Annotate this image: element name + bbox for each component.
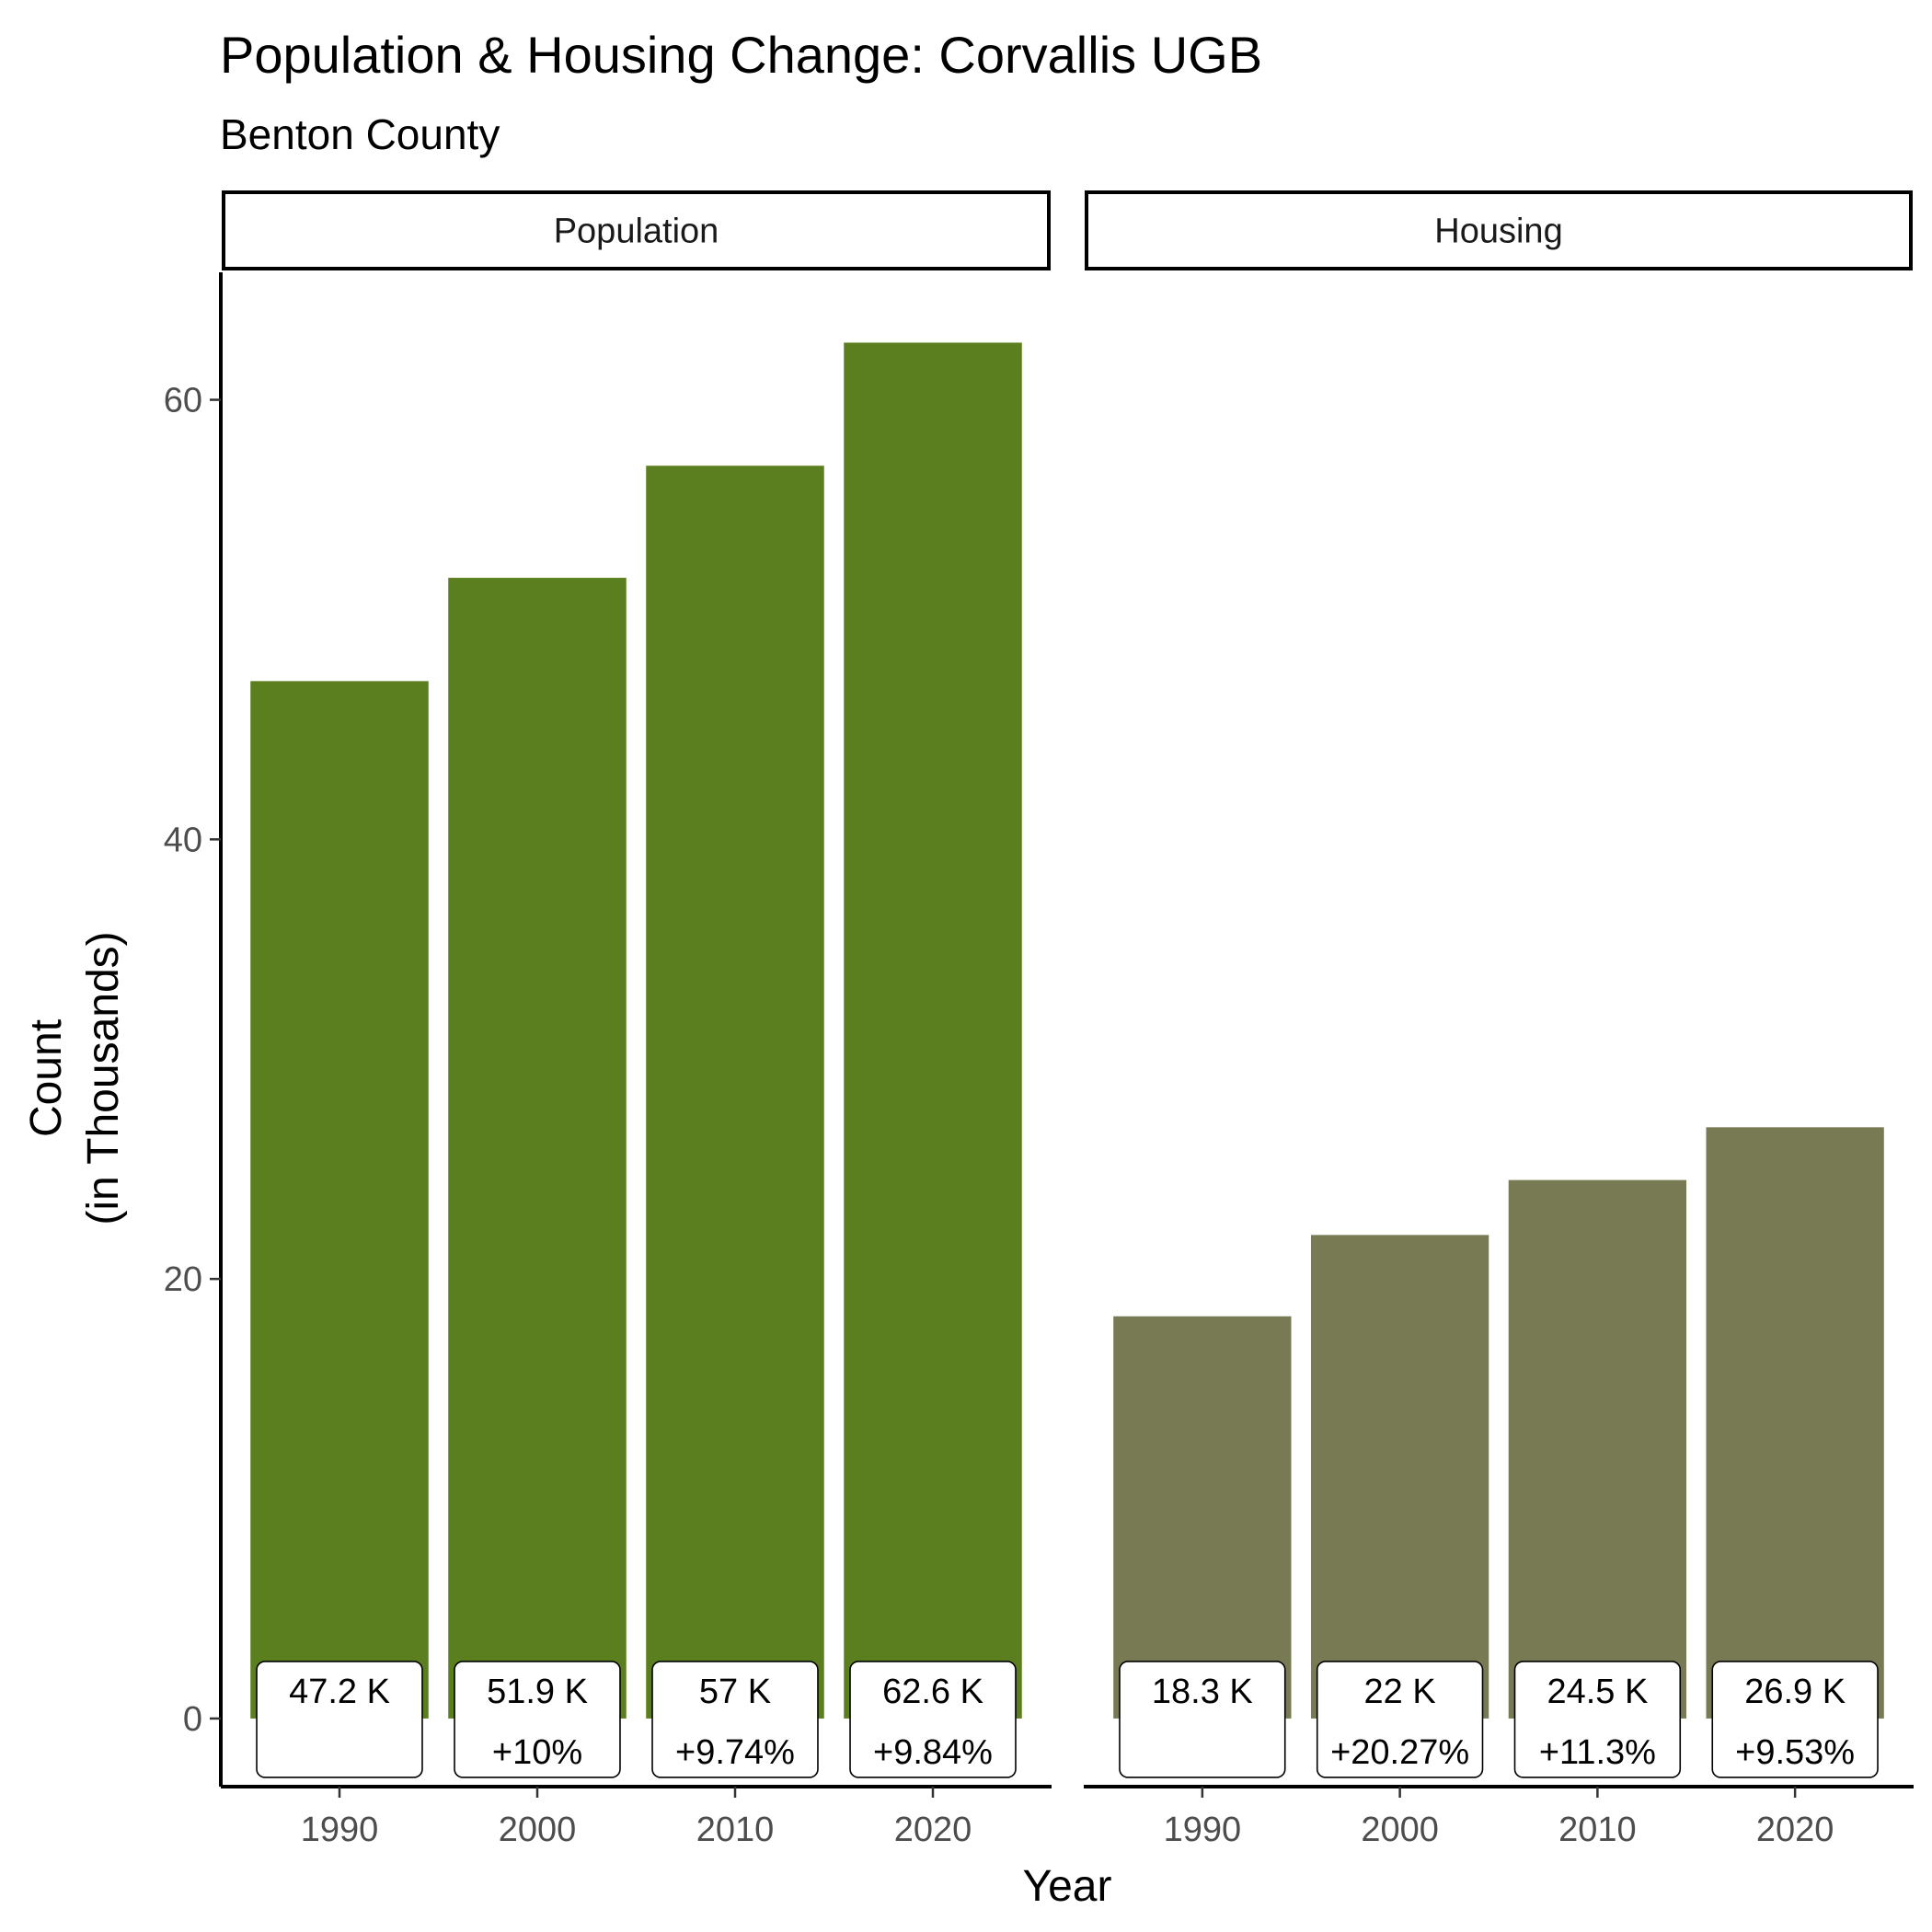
chart-title: Population & Housing Change: Corvallis U… <box>220 26 1262 84</box>
data-label-box <box>1316 1661 1484 1778</box>
x-tick-label: 2000 <box>1361 1811 1439 1849</box>
data-label-box <box>454 1661 621 1778</box>
x-tick-label: 2010 <box>696 1811 775 1849</box>
facet-strip-label: Population <box>554 213 719 251</box>
data-label-change: +9.84% <box>873 1733 993 1772</box>
bar <box>1508 1179 1687 1719</box>
data-label-box <box>256 1661 423 1778</box>
bar <box>844 342 1022 1719</box>
x-tick-label: 2000 <box>499 1811 577 1849</box>
y-axis-title-line2: (in Thousands) <box>79 931 128 1225</box>
bar <box>1310 1235 1489 1719</box>
data-label-value: 18.3 K <box>1152 1673 1253 1711</box>
data-label-value: 47.2 K <box>289 1673 390 1711</box>
facet-strip <box>222 190 1051 270</box>
x-tick-label: 1990 <box>301 1811 379 1849</box>
data-label-value: 62.6 K <box>882 1673 983 1711</box>
bar <box>250 681 429 1719</box>
data-label-box <box>651 1661 819 1778</box>
y-axis-title-line1: Count <box>22 1019 71 1137</box>
y-tick-label: 0 <box>183 1700 202 1739</box>
y-tick-label: 20 <box>164 1260 202 1299</box>
data-label-box <box>1119 1661 1286 1778</box>
data-label-change: +11.3% <box>1539 1733 1656 1772</box>
data-label-change: +10% <box>492 1733 582 1772</box>
x-tick-label: 2010 <box>1558 1811 1637 1849</box>
data-label-box <box>849 1661 1017 1778</box>
facet-panels: Population 47.2 K 51.9 K +10% 57 K +9.74% 62.6… <box>164 190 1914 1849</box>
bar <box>448 578 627 1719</box>
data-label-value: 57 K <box>699 1673 771 1711</box>
bar <box>1113 1316 1292 1719</box>
data-label-box <box>1513 1661 1682 1778</box>
facet-panel-housing: Housing 18.3 K 22 K +20.27% 24.5 K +11.3% 26.9… <box>1084 190 1914 1849</box>
facet-strip <box>1085 190 1913 270</box>
x-axis-title: Year <box>1023 1862 1112 1911</box>
facet-panel-population: Population 47.2 K 51.9 K +10% 57 K +9.74% 62.6… <box>164 190 1052 1849</box>
data-label-change: +9.53% <box>1735 1733 1855 1772</box>
bar <box>646 466 824 1719</box>
data-label-value: 24.5 K <box>1547 1673 1648 1711</box>
bar <box>1706 1127 1884 1719</box>
facet-strip-label: Housing <box>1434 213 1562 251</box>
x-tick-label: 1990 <box>1164 1811 1242 1849</box>
data-label-change: +20.27% <box>1330 1733 1469 1772</box>
x-tick-label: 2020 <box>894 1811 972 1849</box>
y-axis-title: Count (in Thousands) <box>22 931 128 1225</box>
data-label-value: 26.9 K <box>1744 1673 1846 1711</box>
chart-subtitle: Benton County <box>220 110 500 158</box>
data-label-value: 51.9 K <box>487 1673 588 1711</box>
data-label-value: 22 K <box>1364 1673 1436 1711</box>
data-label-change: +9.74% <box>675 1733 795 1772</box>
x-tick-label: 2020 <box>1756 1811 1834 1849</box>
y-tick-label: 40 <box>164 821 202 859</box>
y-tick-label: 60 <box>164 382 202 420</box>
data-label-box <box>1711 1661 1879 1778</box>
